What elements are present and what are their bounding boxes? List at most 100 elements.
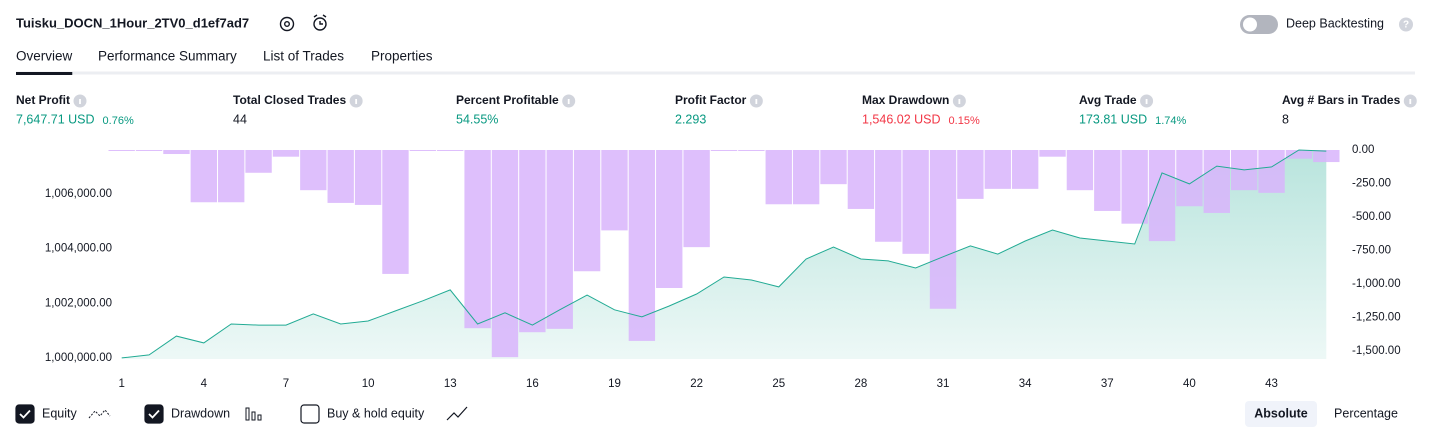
info-icon[interactable] (952, 94, 966, 108)
mode-button[interactable]: Absolute (1254, 406, 1308, 420)
drawdown-bar (546, 150, 573, 329)
drawdown-bar (108, 150, 135, 151)
legend-icon (88, 409, 111, 419)
y2-tick-label: -1,250.00 (1352, 311, 1401, 323)
info-icon[interactable] (749, 94, 763, 108)
metric-label: Net Profit (16, 93, 70, 107)
drawdown-bar (409, 150, 437, 151)
x-tick-label: 22 (690, 378, 703, 390)
mode-active-bg[interactable] (1245, 401, 1317, 427)
drawdown-bar (163, 150, 190, 155)
x-tick-label: 28 (854, 378, 867, 390)
drawdown-bar (792, 150, 820, 205)
metric-value: 54.55% (456, 112, 498, 126)
legend-label[interactable]: Equity (42, 406, 77, 420)
info-glyph (958, 99, 961, 104)
info-glyph (1409, 99, 1412, 104)
drawdown-bar (437, 150, 464, 151)
alert-button[interactable] (313, 14, 327, 31)
x-tick-label: 37 (1101, 378, 1114, 390)
x-tick-label: 31 (937, 378, 950, 390)
y2-tick-label: -750.00 (1352, 245, 1391, 257)
y2-tick-label: -500.00 (1352, 211, 1391, 223)
x-tick-label: 34 (1019, 378, 1032, 390)
metric-percent: 0.15% (949, 115, 980, 127)
metric-label: Avg # Bars in Trades (1282, 93, 1401, 107)
drawdown-bar (1066, 150, 1094, 191)
info-icon[interactable] (349, 94, 363, 108)
drawdown-bar (1285, 150, 1313, 159)
equity-line (121, 149, 1327, 359)
tab[interactable]: Overview (16, 49, 73, 64)
metric-label: Percent Profitable (456, 93, 559, 107)
drawdown-bar (464, 150, 491, 329)
drawdown-bar (738, 150, 765, 151)
checkbox[interactable] (15, 404, 35, 424)
metric-label: Profit Factor (675, 93, 747, 107)
y2-tick-label: -1,500.00 (1352, 345, 1401, 357)
drawdown-bar (765, 150, 792, 205)
checkbox[interactable] (300, 404, 320, 424)
help-icon[interactable]: ? (1399, 17, 1413, 32)
settings-button[interactable] (279, 16, 295, 32)
drawdown-bar (847, 150, 875, 209)
drawdown-bar (272, 150, 300, 157)
metric-label: Total Closed Trades (233, 93, 346, 107)
tab[interactable]: Properties (371, 49, 433, 64)
drawdown-bar (1011, 150, 1039, 189)
checkmark (148, 409, 160, 419)
drawdown-bar (984, 150, 1011, 189)
metric-percent: 0.76% (103, 115, 134, 127)
drawdown-bar (218, 150, 245, 203)
drawdown-bar (519, 150, 546, 333)
drawdown-bar (656, 150, 683, 288)
metric-value: 7,647.71 USD (16, 112, 95, 126)
legend-icon (446, 406, 468, 421)
metric-value: 173.81 USD (1079, 112, 1147, 126)
info-icon[interactable] (73, 94, 87, 108)
drawdown-bar (327, 150, 354, 203)
x-tick-label: 10 (362, 378, 375, 390)
drawdown-bar (1094, 150, 1121, 211)
drawdown-bar (245, 150, 272, 173)
checkbox[interactable] (144, 404, 164, 424)
metric-value: 8 (1282, 112, 1289, 126)
drawdown-bar (628, 150, 656, 341)
deep-backtesting-label: Deep Backtesting (1286, 16, 1384, 30)
info-glyph (79, 99, 81, 104)
checkmark (19, 409, 31, 419)
tab[interactable]: List of Trades (263, 49, 344, 64)
legend-label[interactable]: Drawdown (171, 406, 230, 420)
drawdown-bar (902, 150, 929, 254)
drawdown-bar (710, 150, 738, 151)
info-icon[interactable] (562, 94, 576, 108)
drawdown-bar (354, 150, 382, 205)
drawdown-bar (573, 150, 601, 272)
x-tick-label: 43 (1265, 378, 1278, 390)
x-tick-label: 1 (118, 378, 124, 390)
drawdown-bar (135, 150, 163, 151)
x-tick-label: 4 (201, 378, 208, 390)
drawdown-bar (1203, 150, 1230, 213)
y2-tick-label: -1,000.00 (1352, 278, 1401, 290)
y-tick-label: 1,006,000.00 (45, 188, 112, 200)
drawdown-bar (1313, 150, 1340, 163)
drawdown-bar (1258, 150, 1285, 193)
drawdown-bar (190, 150, 218, 203)
y-tick-label: 1,002,000.00 (45, 297, 112, 309)
info-icon[interactable] (1403, 94, 1417, 108)
legend-label[interactable]: Buy & hold equity (327, 406, 425, 420)
tab[interactable]: Performance Summary (98, 49, 237, 64)
mode-button[interactable]: Percentage (1334, 406, 1398, 420)
svg-text:?: ? (1403, 20, 1409, 31)
x-tick-label: 7 (283, 378, 289, 390)
drawdown-bar (601, 150, 628, 231)
equity-area (121, 150, 1327, 359)
metric-label: Max Drawdown (862, 93, 949, 107)
deep-backtesting-toggle[interactable] (1240, 15, 1278, 34)
info-icon[interactable] (1140, 94, 1154, 108)
active-tab-underline (16, 72, 73, 75)
x-tick-label: 40 (1183, 378, 1196, 390)
drawdown-bar (929, 150, 957, 309)
